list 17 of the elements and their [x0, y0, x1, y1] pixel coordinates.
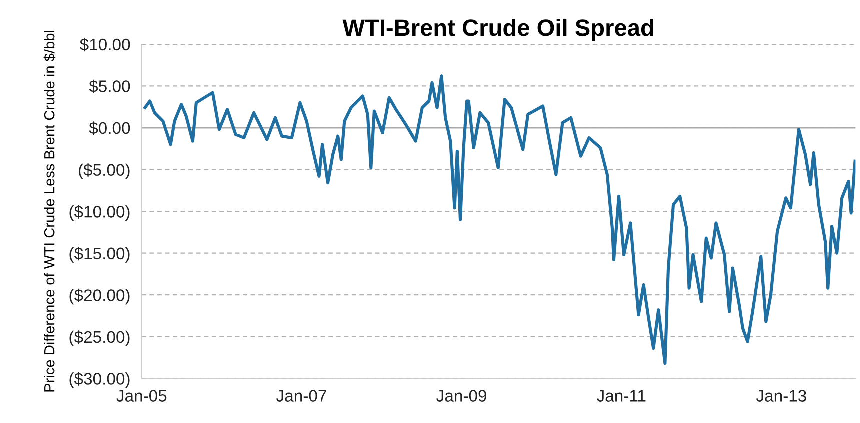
y-tick-label: $5.00 [89, 80, 130, 94]
y-axis-title: Price Difference of WTI Crude Less Brent Crude in $/bbl [44, 31, 56, 392]
y-tick-label: $0.00 [89, 122, 130, 136]
y-tick-label: $10.00 [80, 38, 130, 52]
y-tick-label: ($5.00) [79, 164, 130, 180]
x-tick-label: Jan-05 [116, 390, 167, 402]
y-tick-label: ($10.00) [70, 205, 130, 222]
y-tick-label: ($15.00) [70, 247, 130, 263]
y-tick-label: ($25.00) [70, 330, 130, 346]
x-tick-label: Jan-11 [597, 390, 646, 402]
x-tick-label: Jan-07 [276, 390, 326, 402]
line-series [144, 74, 856, 366]
x-tick-label: Jan-13 [756, 390, 806, 402]
chart-title: WTI-Brent Crude Oil Spread [342, 18, 654, 41]
y-tick-label: ($30.00) [70, 372, 130, 388]
x-tick-label: Jan-09 [436, 390, 486, 402]
y-tick-label: ($20.00) [70, 288, 130, 305]
